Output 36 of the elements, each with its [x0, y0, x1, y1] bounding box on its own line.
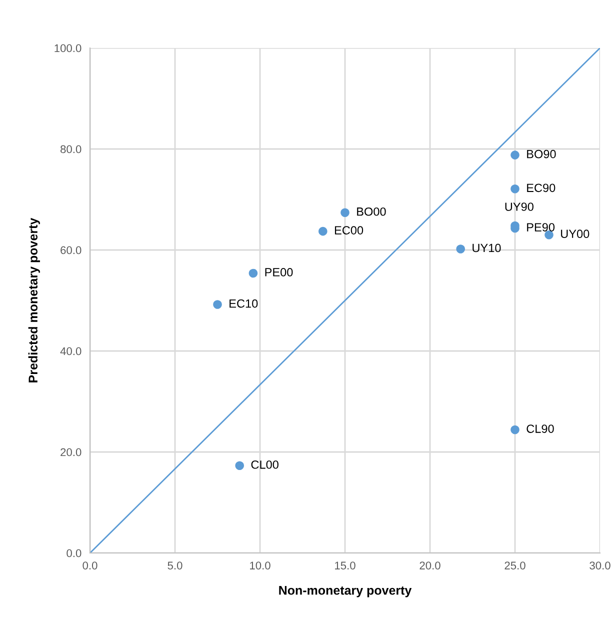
annotation: BO00 [357, 207, 386, 216]
y-tick-label: 60.0 [60, 246, 82, 254]
x-tick-label: 5.0 [168, 562, 182, 570]
x-tick-label: 25.0 [504, 562, 526, 570]
x-tick-label: 10.0 [250, 562, 270, 570]
x-tick-label: 0.0 [82, 562, 98, 570]
annotation: UY90 [505, 202, 534, 211]
x-tick-label: 30.0 [590, 562, 610, 570]
annotation: PE00 [265, 268, 293, 276]
y-tick-label: 100.0 [54, 44, 82, 52]
point [510, 425, 520, 434]
x-tick-label: 15.0 [335, 562, 356, 570]
annotation: EC90 [527, 184, 556, 192]
point [318, 226, 328, 236]
point [235, 461, 244, 470]
annotation: BO90 [527, 150, 556, 158]
y-axis-title: Predicted monetary poverty [28, 218, 40, 382]
point [340, 208, 350, 218]
x-tick-label: 20.0 [420, 562, 440, 570]
x-axis-title: Non-monetary poverty [279, 586, 412, 598]
y-tick-label: 80.0 [60, 145, 82, 154]
annotation: CL90 [526, 424, 554, 433]
point [510, 184, 520, 194]
y-tick-label: 40.0 [60, 347, 82, 356]
point [510, 150, 520, 160]
annotation: EC00 [334, 226, 364, 234]
y-tick-label: 20.0 [60, 448, 82, 456]
y-tick-label: 0.0 [66, 549, 82, 558]
annotation: UY10 [472, 244, 501, 252]
annotation: EC10 [230, 299, 258, 308]
point [248, 268, 258, 278]
point [213, 300, 222, 309]
annotation: CL00 [251, 460, 278, 469]
annotation: PE90 [527, 223, 555, 232]
annotation: UY00 [561, 230, 590, 238]
point [456, 244, 465, 254]
